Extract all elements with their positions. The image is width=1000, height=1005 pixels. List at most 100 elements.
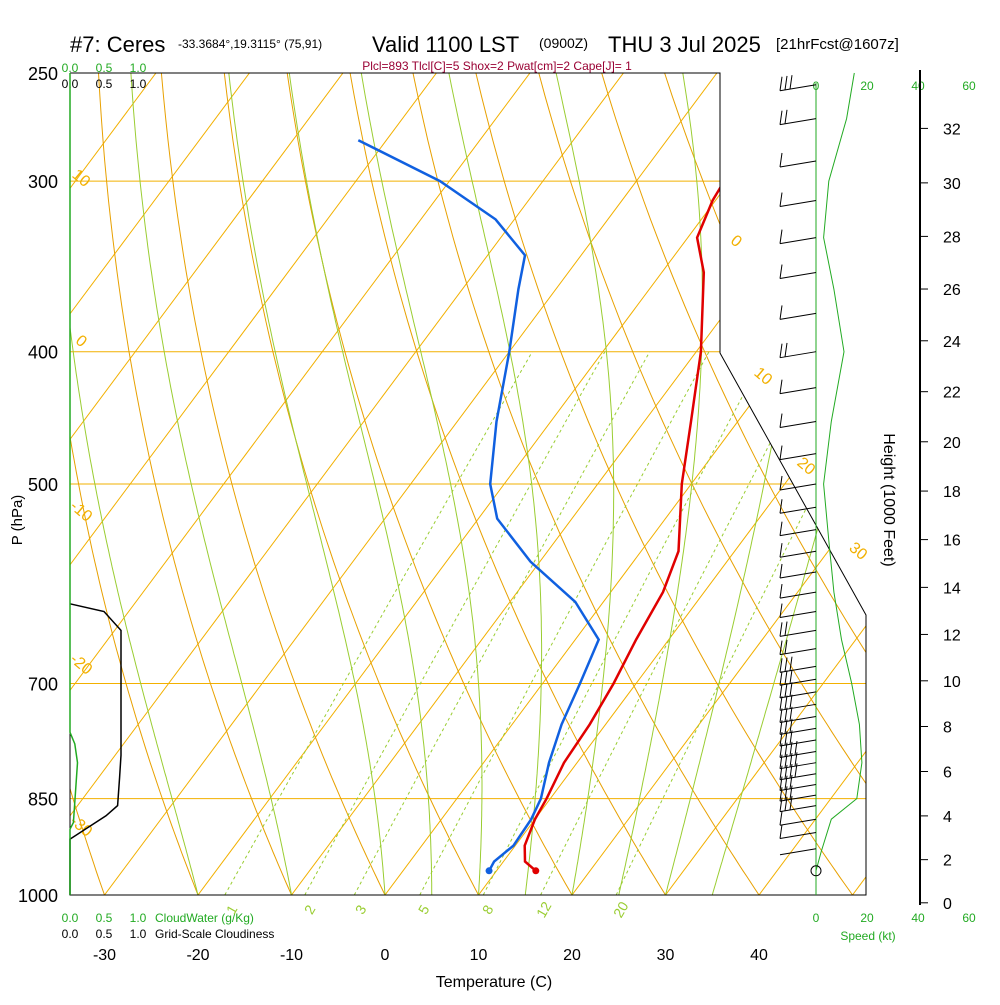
- wind-barb-flag: [780, 265, 782, 279]
- pressure-tick-label: 1000: [18, 886, 58, 906]
- height-tick-label: 16: [943, 533, 961, 550]
- mixing-ratio-line: [225, 352, 533, 895]
- wind-barb-flag: [785, 76, 787, 90]
- mixing-ratio-line: [541, 352, 818, 895]
- mixing-ratio-line: [420, 352, 709, 895]
- wind-barb-shaft: [780, 313, 816, 319]
- wind-barb-shaft: [780, 238, 816, 244]
- dry-adiabat-line: [278, 0, 573, 895]
- height-tick-label: 26: [943, 282, 961, 299]
- wind-barb-flag: [780, 111, 782, 125]
- mixing-ratio-line: [616, 352, 885, 895]
- dry-adiabat-line: [459, 0, 852, 895]
- mixing-ratio-line: [305, 352, 605, 895]
- temperature-tick-label: 0: [381, 947, 390, 964]
- moist-adiabat-line: [222, 0, 385, 895]
- valid-zulu: (0900Z): [539, 35, 588, 51]
- speed-scale-bottom: 40: [911, 911, 925, 925]
- wind-barb-flag: [780, 564, 782, 578]
- wind-speed-profile: [816, 73, 862, 871]
- cloud-water-scale-bottom: 0.0: [62, 911, 79, 925]
- indices-line: Plcl=893 Tlcl[C]=5 Shox=2 Pwat[cm]=2 Cap…: [362, 59, 632, 73]
- dry-adiabat-line: [35, 0, 198, 895]
- wind-barb-flag: [780, 696, 782, 710]
- height-tick-label: 12: [943, 627, 961, 644]
- dry-adiabat-line: [217, 0, 479, 895]
- wind-barb-flag: [785, 658, 787, 672]
- isotherm-line: [292, 0, 961, 895]
- wind-barb-flag: [780, 344, 782, 358]
- dry-adiabat-line: [0, 0, 105, 895]
- wind-barb-shaft: [780, 484, 816, 490]
- site-coords: -33.3684°,19.3115° (75,91): [178, 37, 322, 51]
- speed-scale-bottom: 20: [860, 911, 874, 925]
- dry-adiabat-line: [338, 0, 665, 895]
- isotherm-line: [479, 0, 1000, 895]
- wind-barb-flag: [780, 684, 782, 698]
- wind-barb-flag: [780, 622, 782, 636]
- temperature-tick-label: 10: [470, 947, 488, 964]
- speed-scale-top: 40: [911, 79, 925, 93]
- cloudiness-profile: [70, 604, 121, 895]
- wind-barb-shaft: [780, 833, 816, 839]
- wind-barb-shaft: [780, 612, 816, 618]
- height-tick-label: 24: [943, 334, 961, 351]
- moist-adiabat-line: [619, 0, 703, 895]
- cloudiness-scale-bottom: 0.5: [96, 927, 113, 941]
- dry-adiabat-line: [884, 0, 1000, 895]
- temperature-tick-label: -10: [280, 947, 303, 964]
- height-tick-label: 2: [943, 853, 952, 870]
- cloud-water-scale-top: 0.0: [62, 61, 79, 75]
- forecast-info: [21hrFcst@1607z]: [776, 36, 899, 53]
- speed-axis-title: Speed (kt): [840, 929, 895, 943]
- wind-barb-flag: [780, 193, 782, 207]
- wind-barb-flag: [790, 657, 792, 671]
- wind-barb-flag: [780, 604, 782, 618]
- isotherm-line: [11, 0, 680, 895]
- cloudiness-title: Grid-Scale Cloudiness: [155, 927, 274, 941]
- mixing-ratio-line: [483, 352, 766, 895]
- wind-barb-flag: [780, 543, 782, 557]
- wind-barb-flag: [780, 414, 782, 428]
- isotherm-line: [759, 0, 1000, 895]
- isotherm-line: [0, 0, 119, 895]
- height-tick-label: 28: [943, 229, 961, 246]
- wind-barb-flag: [780, 584, 782, 598]
- wind-barb-flag: [780, 230, 782, 244]
- mixing-ratio-label: 8: [479, 902, 497, 917]
- cloud-water-title: CloudWater (g/Kg): [155, 911, 254, 925]
- wind-barb-shaft: [780, 161, 816, 167]
- isotherm-line: [0, 0, 399, 895]
- height-tick-label: 18: [943, 484, 961, 501]
- moist-adiabat-line: [712, 0, 939, 895]
- cloud-water-scale-bottom: 1.0: [130, 911, 147, 925]
- cloudiness-scale-top: 0.5: [96, 77, 113, 91]
- pressure-axis-title: P (hPa): [9, 495, 26, 546]
- height-tick-label: 0: [943, 896, 952, 913]
- height-tick-label: 20: [943, 435, 961, 452]
- wind-barb-shaft: [780, 201, 816, 207]
- temperature-tick-label: -30: [93, 947, 116, 964]
- valid-time: Valid 1100 LST: [372, 32, 519, 57]
- wind-barb-flag: [785, 622, 787, 636]
- moist-adiabat-line: [50, 0, 198, 895]
- mixing-ratio-label: 12: [533, 899, 555, 921]
- pressure-tick-label: 700: [28, 675, 58, 695]
- pressure-tick-label: 850: [28, 790, 58, 810]
- isotherm-label: 0: [727, 232, 745, 251]
- wind-barb-flag: [785, 683, 787, 697]
- isotherm-label: 10: [69, 166, 94, 191]
- cloud-water-scale-bottom: 0.5: [96, 911, 113, 925]
- moist-adiabat-line: [127, 0, 291, 895]
- height-tick-label: 8: [943, 719, 952, 736]
- wind-barb-shaft: [780, 530, 816, 536]
- pressure-tick-label: 300: [28, 172, 58, 192]
- temperature-tick-label: 20: [563, 947, 581, 964]
- isotherm-label: -10: [67, 498, 96, 526]
- wind-barb-shaft: [780, 273, 816, 279]
- height-tick-label: 30: [943, 176, 961, 193]
- wind-barb-flag: [780, 153, 782, 167]
- site-title: #7: Ceres: [70, 32, 165, 57]
